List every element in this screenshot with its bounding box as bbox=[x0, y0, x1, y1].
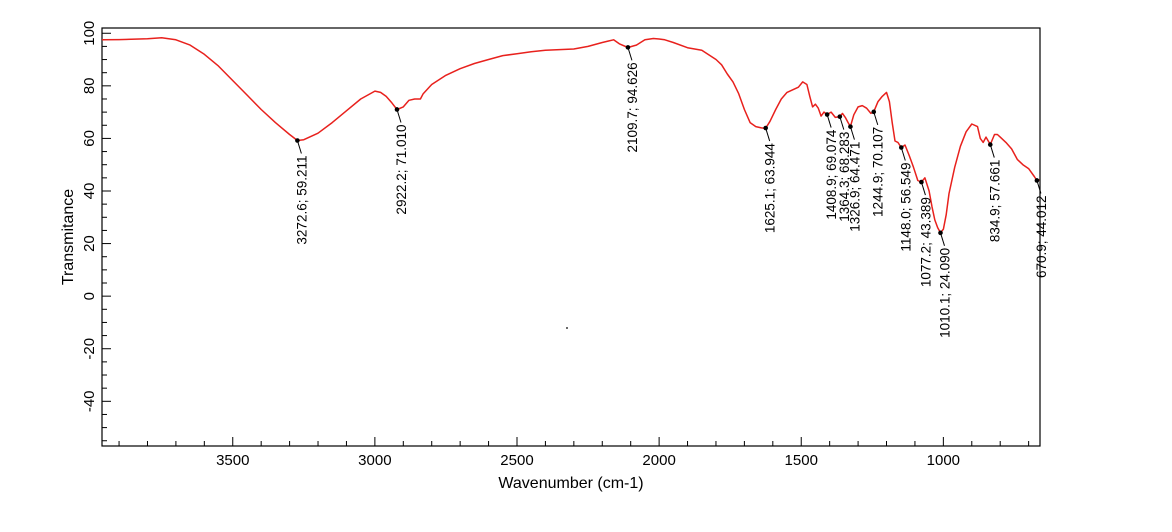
y-axis-ticks: 100 80 60 40 20 0 -20 -40 bbox=[81, 21, 111, 442]
x-tick-label: 1000 bbox=[927, 452, 960, 469]
peak-label: 834.9; 57.661 bbox=[987, 160, 1002, 243]
peak-marker bbox=[848, 124, 853, 129]
peak-label: 1625.1; 63.944 bbox=[763, 143, 778, 234]
y-tick-label: -20 bbox=[81, 338, 98, 360]
y-tick-label: 20 bbox=[81, 235, 98, 252]
y-tick-label: 60 bbox=[81, 130, 98, 147]
x-axis-ticks: 3500 3000 2500 2000 1500 1000 bbox=[118, 437, 1030, 469]
y-tick-label: 100 bbox=[81, 21, 98, 46]
peak-marker bbox=[837, 114, 843, 119]
x-tick-label: 3000 bbox=[358, 452, 391, 469]
spectrum-line bbox=[101, 36, 1040, 234]
peak-marker bbox=[295, 138, 300, 143]
peak-label: 1408.9; 69.074 bbox=[824, 129, 839, 220]
peak-label: 670.9; 44.012 bbox=[1034, 195, 1049, 278]
peak-label: 1244.9; 70.107 bbox=[871, 127, 886, 217]
peak-marker bbox=[625, 45, 631, 50]
peak-label: 3272.6; 59.211 bbox=[294, 155, 309, 244]
peak-marker bbox=[763, 125, 768, 131]
peak-label: 2922.2; 71.010 bbox=[394, 124, 409, 214]
y-axis-title: Transmitance bbox=[60, 189, 77, 285]
peak-annotations: 3272.6; 59.211 2922.2; 71.010 2109.7; 94.6… bbox=[294, 45, 1049, 338]
peak-marker bbox=[919, 179, 924, 185]
peak-marker bbox=[938, 230, 943, 236]
peak-label: 1148.0; 56.549 bbox=[898, 162, 913, 251]
y-tick-label: 80 bbox=[81, 77, 98, 94]
peak-marker bbox=[394, 107, 400, 112]
y-tick-label: -40 bbox=[81, 390, 98, 412]
x-tick-label: 2500 bbox=[500, 452, 533, 469]
peak-label: 1010.1; 24.090 bbox=[937, 248, 952, 338]
peak-label: 1326.9; 64.471 bbox=[847, 142, 862, 232]
peak-marker bbox=[898, 145, 904, 150]
x-tick-label: 3500 bbox=[216, 452, 249, 469]
peak-marker bbox=[871, 109, 877, 115]
y-tick-label: 0 bbox=[81, 292, 98, 300]
x-tick-label: 2000 bbox=[642, 452, 675, 469]
peak-label: 1077.2; 43.389 bbox=[918, 197, 933, 287]
peak-label: 1364.3; 68.283 bbox=[837, 132, 852, 222]
peak-marker bbox=[1034, 178, 1040, 183]
peak-marker bbox=[987, 142, 993, 147]
stray-dot bbox=[566, 327, 568, 329]
y-tick-label: 40 bbox=[81, 183, 98, 200]
x-axis-title: Wavenumber (cm-1) bbox=[498, 475, 643, 492]
x-tick-label: 1500 bbox=[785, 452, 818, 469]
plot-frame bbox=[101, 27, 1041, 447]
peak-label: 2109.7; 94.626 bbox=[625, 62, 640, 152]
peak-marker bbox=[824, 112, 830, 117]
